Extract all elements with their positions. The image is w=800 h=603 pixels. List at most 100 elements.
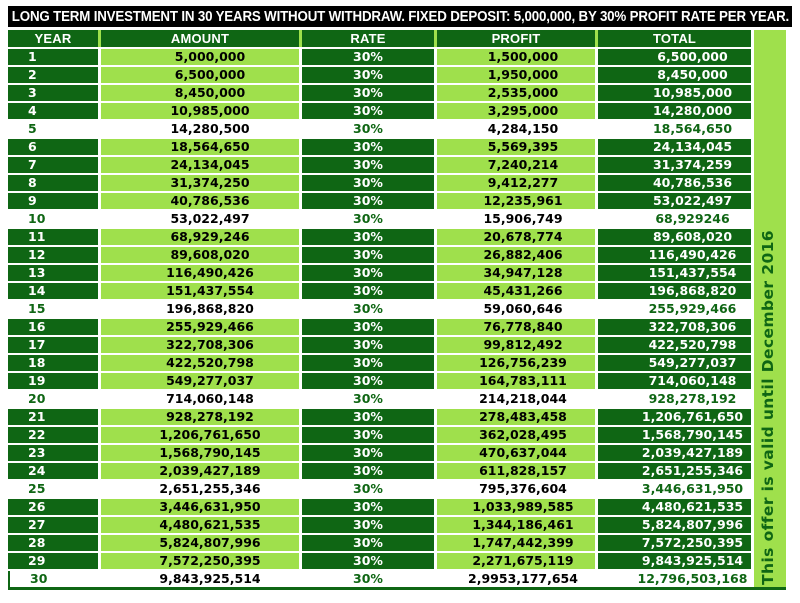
cell-amount: 422,520,798	[101, 355, 299, 371]
table-row: 25 2,651,255,346 30% 795,376,604 3,446,6…	[8, 481, 751, 497]
cell-rate: 30%	[302, 337, 434, 353]
table-row: 2 6,500,000 30% 1,950,000 8,450,000	[8, 67, 751, 83]
table-row: 26 3,446,631,950 30% 1,033,989,585 4,480…	[8, 499, 751, 515]
cell-profit: 1,950,000	[437, 67, 595, 83]
cell-rate: 30%	[302, 373, 434, 389]
cell-total: 255,929,466	[598, 301, 751, 317]
cell-profit: 20,678,774	[437, 229, 595, 245]
cell-total: 196,868,820	[598, 283, 751, 299]
cell-rate: 30%	[302, 481, 434, 497]
cell-rate: 30%	[302, 229, 434, 245]
cell-year: 30	[8, 571, 98, 587]
cell-profit: 126,756,239	[437, 355, 595, 371]
side-note-strip: This offer is valid until December 2016	[754, 30, 786, 587]
cell-amount: 10,985,000	[101, 103, 299, 119]
cell-amount: 1,568,790,145	[101, 445, 299, 461]
cell-total: 9,843,925,514	[598, 553, 751, 569]
cell-total: 1,206,761,650	[598, 409, 751, 425]
cell-rate: 30%	[302, 301, 434, 317]
cell-rate: 30%	[302, 103, 434, 119]
cell-amount: 2,651,255,346	[101, 481, 299, 497]
cell-year: 29	[8, 553, 98, 569]
cell-year: 15	[8, 301, 98, 317]
cell-year: 6	[8, 139, 98, 155]
cell-amount: 53,022,497	[101, 211, 299, 227]
cell-profit: 45,431,266	[437, 283, 595, 299]
table-row: 15 196,868,820 30% 59,060,646 255,929,46…	[8, 301, 751, 317]
cell-total: 24,134,045	[598, 139, 751, 155]
header-cell-amount: AMOUNT	[101, 30, 299, 47]
title-bar: LONG TERM INVESTMENT IN 30 YEARS WITHOUT…	[8, 6, 792, 27]
table-row: 7 24,134,045 30% 7,240,214 31,374,259	[8, 157, 751, 173]
cell-year: 20	[8, 391, 98, 407]
cell-amount: 40,786,536	[101, 193, 299, 209]
cell-total: 549,277,037	[598, 355, 751, 371]
table-row: 4 10,985,000 30% 3,295,000 14,280,000	[8, 103, 751, 119]
cell-total: 8,450,000	[598, 67, 751, 83]
cell-year: 9	[8, 193, 98, 209]
cell-amount: 116,490,426	[101, 265, 299, 281]
page-title: LONG TERM INVESTMENT IN 30 YEARS WITHOUT…	[11, 8, 789, 25]
cell-amount: 68,929,246	[101, 229, 299, 245]
cell-profit: 4,284,150	[437, 121, 595, 137]
cell-profit: 7,240,214	[437, 157, 595, 173]
cell-amount: 14,280,500	[101, 121, 299, 137]
table-row: 11 68,929,246 30% 20,678,774 89,608,020	[8, 229, 751, 245]
cell-amount: 255,929,466	[101, 319, 299, 335]
cell-rate: 30%	[302, 175, 434, 191]
table-row: 30 9,843,925,514 30% 2,9953,177,654 12,7…	[8, 571, 751, 587]
cell-year: 19	[8, 373, 98, 389]
cell-profit: 1,033,989,585	[437, 499, 595, 515]
table-row: 28 5,824,807,996 30% 1,747,442,399 7,572…	[8, 535, 751, 551]
cell-rate: 30%	[302, 391, 434, 407]
table-row: 19 549,277,037 30% 164,783,111 714,060,1…	[8, 373, 751, 389]
cell-year: 17	[8, 337, 98, 353]
cell-rate: 30%	[302, 499, 434, 515]
cell-year: 24	[8, 463, 98, 479]
cell-rate: 30%	[302, 319, 434, 335]
table-row: 24 2,039,427,189 30% 611,828,157 2,651,2…	[8, 463, 751, 479]
cell-year: 11	[8, 229, 98, 245]
investment-table: YEAR AMOUNT RATE PROFIT TOTAL 1 5,000,00…	[8, 30, 751, 589]
cell-profit: 2,535,000	[437, 85, 595, 101]
cell-total: 18,564,650	[598, 121, 751, 137]
cell-amount: 151,437,554	[101, 283, 299, 299]
cell-profit: 1,344,186,461	[437, 517, 595, 533]
table-row: 9 40,786,536 30% 12,235,961 53,022,497	[8, 193, 751, 209]
cell-amount: 4,480,621,535	[101, 517, 299, 533]
cell-amount: 9,843,925,514	[101, 571, 299, 587]
cell-amount: 714,060,148	[101, 391, 299, 407]
table-row: 29 7,572,250,395 30% 2,271,675,119 9,843…	[8, 553, 751, 569]
cell-profit: 34,947,128	[437, 265, 595, 281]
cell-total: 1,568,790,145	[598, 427, 751, 443]
cell-profit: 2,9953,177,654	[437, 571, 595, 587]
cell-total: 116,490,426	[598, 247, 751, 263]
cell-profit: 164,783,111	[437, 373, 595, 389]
cell-profit: 26,882,406	[437, 247, 595, 263]
cell-total: 4,480,621,535	[598, 499, 751, 515]
cell-total: 422,520,798	[598, 337, 751, 353]
cell-total: 40,786,536	[598, 175, 751, 191]
cell-amount: 89,608,020	[101, 247, 299, 263]
cell-year: 1	[8, 49, 98, 65]
table-row: 21 928,278,192 30% 278,483,458 1,206,761…	[8, 409, 751, 425]
table-row: 3 8,450,000 30% 2,535,000 10,985,000	[8, 85, 751, 101]
table-row: 12 89,608,020 30% 26,882,406 116,490,426	[8, 247, 751, 263]
cell-total: 89,608,020	[598, 229, 751, 245]
cell-rate: 30%	[302, 247, 434, 263]
cell-year: 12	[8, 247, 98, 263]
cell-profit: 99,812,492	[437, 337, 595, 353]
header-cell-total: TOTAL	[598, 30, 751, 47]
cell-profit: 470,637,044	[437, 445, 595, 461]
cell-year: 16	[8, 319, 98, 335]
cell-rate: 30%	[302, 463, 434, 479]
cell-year: 28	[8, 535, 98, 551]
cell-year: 5	[8, 121, 98, 137]
table-header-row: YEAR AMOUNT RATE PROFIT TOTAL	[8, 30, 751, 47]
cell-rate: 30%	[302, 211, 434, 227]
cell-rate: 30%	[302, 427, 434, 443]
cell-profit: 5,569,395	[437, 139, 595, 155]
table-row: 5 14,280,500 30% 4,284,150 18,564,650	[8, 121, 751, 137]
cell-total: 31,374,259	[598, 157, 751, 173]
